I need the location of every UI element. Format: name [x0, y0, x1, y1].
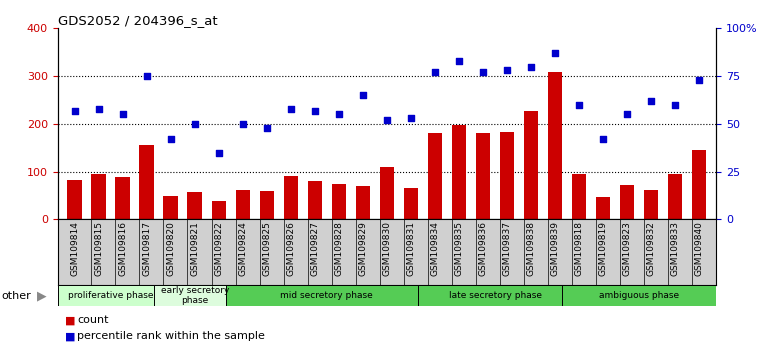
Point: [573, 102, 585, 108]
Point: [92, 106, 105, 112]
Text: ▶: ▶: [37, 289, 46, 302]
Bar: [562, 285, 716, 306]
Text: GSM109833: GSM109833: [671, 222, 680, 276]
Point: [260, 125, 273, 131]
Bar: [283, 176, 298, 219]
Text: GSM109828: GSM109828: [334, 222, 343, 276]
Text: late secretory phase: late secretory phase: [449, 291, 541, 300]
Point: [236, 121, 249, 127]
Bar: [500, 132, 514, 219]
Point: [116, 112, 129, 117]
Bar: [139, 145, 154, 219]
Bar: [620, 185, 634, 219]
Point: [645, 98, 658, 104]
Text: GSM109823: GSM109823: [623, 222, 631, 276]
Bar: [380, 167, 394, 219]
Bar: [548, 72, 562, 219]
Text: GSM109831: GSM109831: [407, 222, 416, 276]
Bar: [644, 190, 658, 219]
Text: early secretory
phase: early secretory phase: [160, 286, 229, 305]
Text: percentile rank within the sample: percentile rank within the sample: [77, 331, 265, 341]
Text: GSM109826: GSM109826: [286, 222, 296, 276]
Bar: [596, 196, 611, 219]
Point: [429, 69, 441, 75]
Bar: [692, 150, 707, 219]
Text: GSM109839: GSM109839: [551, 222, 560, 276]
Text: proliferative phase: proliferative phase: [68, 291, 153, 300]
Point: [501, 68, 514, 73]
Point: [357, 92, 369, 98]
Bar: [332, 184, 346, 219]
Text: GSM109832: GSM109832: [647, 222, 656, 276]
Point: [525, 64, 537, 69]
Text: GSM109817: GSM109817: [142, 222, 151, 276]
Point: [405, 115, 417, 121]
Bar: [58, 285, 163, 306]
Bar: [308, 181, 322, 219]
Point: [333, 112, 345, 117]
Point: [597, 136, 609, 142]
Text: ■: ■: [65, 331, 76, 341]
Point: [380, 117, 393, 123]
Point: [693, 77, 705, 83]
Text: GSM109838: GSM109838: [527, 222, 536, 276]
Text: GSM109830: GSM109830: [383, 222, 391, 276]
Text: GSM109825: GSM109825: [263, 222, 271, 276]
Text: GSM109829: GSM109829: [358, 222, 367, 276]
Bar: [403, 188, 418, 219]
Text: GSM109837: GSM109837: [503, 222, 511, 276]
Point: [189, 121, 201, 127]
Point: [213, 150, 225, 155]
Point: [69, 108, 81, 113]
Text: GSM109814: GSM109814: [70, 222, 79, 276]
Point: [669, 102, 681, 108]
Text: GSM109821: GSM109821: [190, 222, 199, 276]
Point: [453, 58, 465, 64]
Bar: [418, 285, 572, 306]
Bar: [524, 110, 538, 219]
Bar: [92, 174, 105, 219]
Text: GSM109819: GSM109819: [598, 222, 608, 276]
Text: GSM109822: GSM109822: [214, 222, 223, 276]
Text: GSM109827: GSM109827: [310, 222, 320, 276]
Text: mid secretory phase: mid secretory phase: [280, 291, 373, 300]
Bar: [668, 174, 682, 219]
Bar: [356, 186, 370, 219]
Bar: [259, 191, 274, 219]
Bar: [67, 180, 82, 219]
Bar: [572, 174, 586, 219]
Bar: [236, 190, 250, 219]
Point: [285, 106, 297, 112]
Text: GSM109835: GSM109835: [454, 222, 464, 276]
Point: [621, 112, 634, 117]
Text: GDS2052 / 204396_s_at: GDS2052 / 204396_s_at: [58, 14, 217, 27]
Point: [477, 69, 489, 75]
Text: GSM109836: GSM109836: [478, 222, 487, 276]
Bar: [116, 177, 130, 219]
Bar: [154, 285, 236, 306]
Text: ambiguous phase: ambiguous phase: [599, 291, 679, 300]
Text: GSM109816: GSM109816: [118, 222, 127, 276]
Text: ■: ■: [65, 315, 76, 325]
Bar: [212, 201, 226, 219]
Text: GSM109818: GSM109818: [574, 222, 584, 276]
Bar: [452, 125, 466, 219]
Text: GSM109840: GSM109840: [695, 222, 704, 276]
Bar: [163, 195, 178, 219]
Point: [549, 50, 561, 56]
Text: GSM109834: GSM109834: [430, 222, 440, 276]
Bar: [428, 133, 442, 219]
Point: [140, 73, 152, 79]
Text: GSM109824: GSM109824: [238, 222, 247, 276]
Point: [165, 136, 177, 142]
Text: GSM109815: GSM109815: [94, 222, 103, 276]
Text: GSM109820: GSM109820: [166, 222, 176, 276]
Point: [309, 108, 321, 113]
Bar: [476, 133, 490, 219]
Bar: [226, 285, 428, 306]
Bar: [188, 192, 202, 219]
Text: other: other: [2, 291, 32, 301]
Text: count: count: [77, 315, 109, 325]
